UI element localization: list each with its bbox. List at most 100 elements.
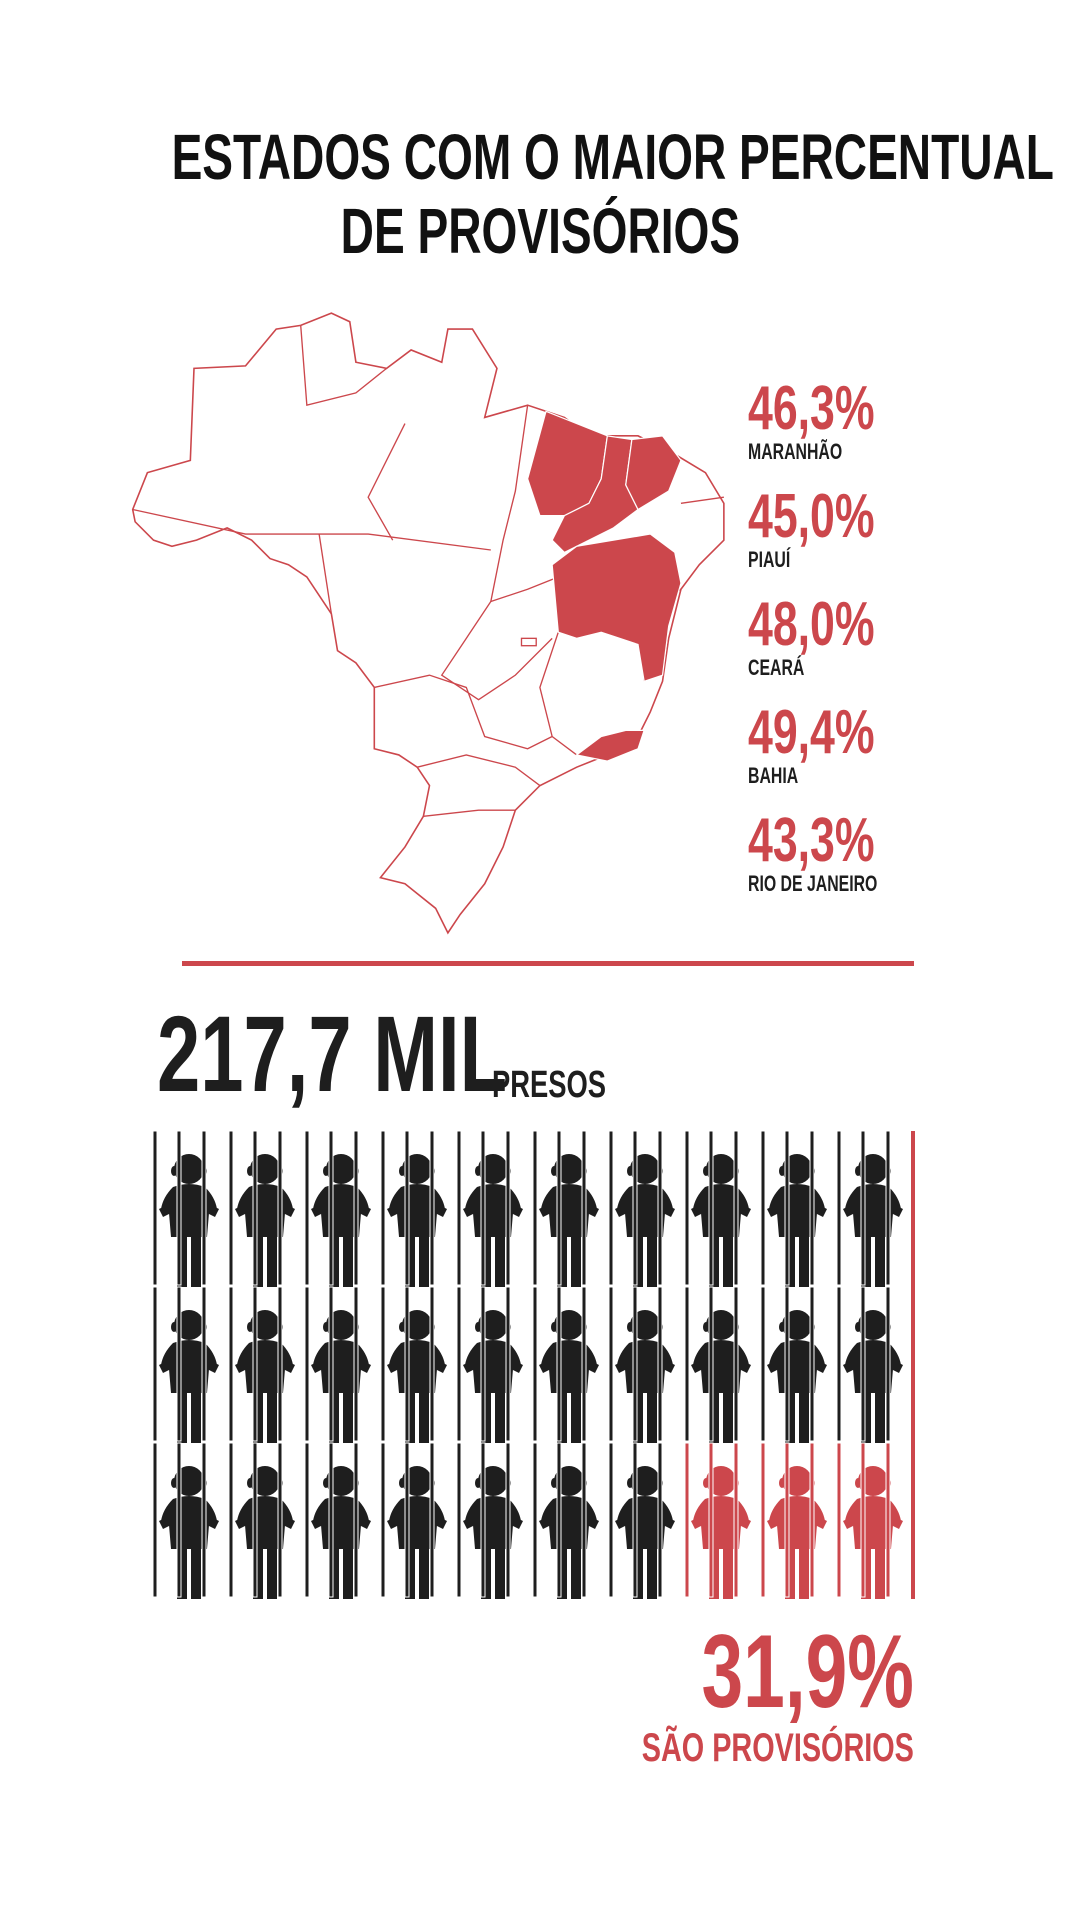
prisoner-icon: [380, 1442, 447, 1599]
cell-bar: [176, 1442, 182, 1598]
cell-bar: [885, 1286, 891, 1442]
cell-bar: [784, 1442, 790, 1598]
prisoner-icon: [456, 1442, 523, 1599]
cell-bar: [456, 1131, 462, 1286]
cell-bar: [860, 1131, 866, 1286]
cell-bar: [632, 1131, 638, 1286]
cell-bar: [201, 1442, 207, 1598]
prisoner-icon: [608, 1131, 675, 1287]
prisoner-icon: [228, 1442, 295, 1599]
cell-bar: [760, 1442, 766, 1598]
state-stat: 43,3% RIO DE JANEIRO: [748, 810, 928, 896]
cell-bar: [480, 1286, 486, 1442]
provisional-percent: 31,9%: [701, 1614, 914, 1730]
title-line-2: DE PROVISÓRIOS: [340, 195, 740, 267]
cell-bar: [784, 1286, 790, 1442]
cell-bar: [380, 1442, 386, 1598]
cell-bar: [733, 1286, 739, 1442]
cell-bar: [556, 1286, 562, 1442]
cell-bar: [201, 1131, 207, 1286]
cell-bar: [480, 1131, 486, 1286]
page-title: ESTADOS COM O MAIOR PERCENTUAL DE PROVIS…: [0, 120, 1080, 268]
cell-bar: [304, 1131, 310, 1286]
state-ceara: [625, 435, 682, 511]
cell-bar: [152, 1286, 158, 1442]
cell-bar: [608, 1131, 614, 1286]
state-bahia: [551, 533, 682, 683]
cell-bar: [505, 1131, 511, 1286]
cell-bar: [733, 1442, 739, 1598]
prisoner-icon: [228, 1286, 295, 1443]
prisoner-icon: [836, 1286, 903, 1443]
cell-bar: [532, 1131, 538, 1286]
prisoner-icon: [760, 1131, 827, 1287]
cell-bar: [885, 1131, 891, 1286]
brazil-map: [131, 312, 725, 935]
prisoner-icon: [608, 1442, 675, 1599]
prisoner-icon: [152, 1286, 219, 1443]
prisoner-icon: [152, 1131, 219, 1287]
prisoner-icon: [836, 1131, 903, 1287]
cell-bar: [228, 1286, 234, 1442]
cell-bar: [632, 1286, 638, 1442]
cell-bar: [380, 1286, 386, 1442]
cell-bar: [760, 1286, 766, 1442]
cell-bar: [581, 1286, 587, 1442]
cell-bar: [304, 1442, 310, 1598]
state-name: RIO DE JANEIRO: [748, 871, 878, 896]
cell-bar: [733, 1131, 739, 1286]
prisoner-icon: [532, 1286, 599, 1443]
total-unit: PRESOS: [492, 1064, 607, 1106]
divider: [182, 961, 914, 966]
total-prisoners: 217,7 MIL: [157, 1000, 643, 1108]
cell-bar: [429, 1442, 435, 1598]
state-percent: 48,0%: [748, 590, 875, 659]
prisoner-icon: [152, 1442, 219, 1599]
cell-bar: [228, 1131, 234, 1286]
cell-bar: [404, 1442, 410, 1598]
cell-bar: [581, 1442, 587, 1598]
prisoner-icon-provisional: [836, 1442, 903, 1599]
cell-bar: [809, 1442, 815, 1598]
cell-bar: [684, 1442, 690, 1598]
cell-bar: [885, 1442, 891, 1598]
cell-bar: [708, 1442, 714, 1598]
cell-bar: [328, 1131, 334, 1286]
cell-bar: [836, 1131, 842, 1286]
state-stat: 49,4% BAHIA: [748, 702, 924, 788]
prisoner-icon: [608, 1286, 675, 1443]
cell-bar: [532, 1442, 538, 1598]
prisoner-pictogram: [152, 1131, 915, 1599]
cell-bar: [608, 1442, 614, 1598]
state-rio-de-janeiro: [575, 729, 645, 762]
cell-bar: [657, 1442, 663, 1598]
cell-bar: [809, 1131, 815, 1286]
cell-bar: [277, 1442, 283, 1598]
cell-bar: [252, 1131, 258, 1286]
prisoner-icon: [456, 1131, 523, 1287]
cell-bar: [252, 1286, 258, 1442]
state-percent: 46,3%: [748, 374, 875, 443]
cell-bar: [657, 1131, 663, 1286]
prisoner-icon: [760, 1286, 827, 1443]
prisoner-icon-provisional: [684, 1442, 751, 1599]
state-name: CEARÁ: [748, 655, 805, 680]
cell-bar: [429, 1286, 435, 1442]
prisoner-icon: [304, 1286, 371, 1443]
cell-bar: [632, 1442, 638, 1598]
prisoner-icon: [532, 1442, 599, 1599]
provisional-label: SÃO PROVISÓRIOS: [641, 1726, 914, 1770]
cell-bar: [911, 1131, 915, 1599]
state-percent: 49,4%: [748, 698, 875, 767]
state-percent: 43,3%: [748, 806, 875, 875]
cell-bar: [328, 1286, 334, 1442]
cell-bar: [532, 1286, 538, 1442]
cell-bar: [152, 1131, 158, 1286]
cell-bar: [860, 1286, 866, 1442]
highlighted-states: [526, 410, 682, 762]
cell-bar: [328, 1442, 334, 1598]
cell-bar: [684, 1286, 690, 1442]
prisoner-icon: [456, 1286, 523, 1443]
cell-bar: [684, 1131, 690, 1286]
cell-bar: [176, 1286, 182, 1442]
